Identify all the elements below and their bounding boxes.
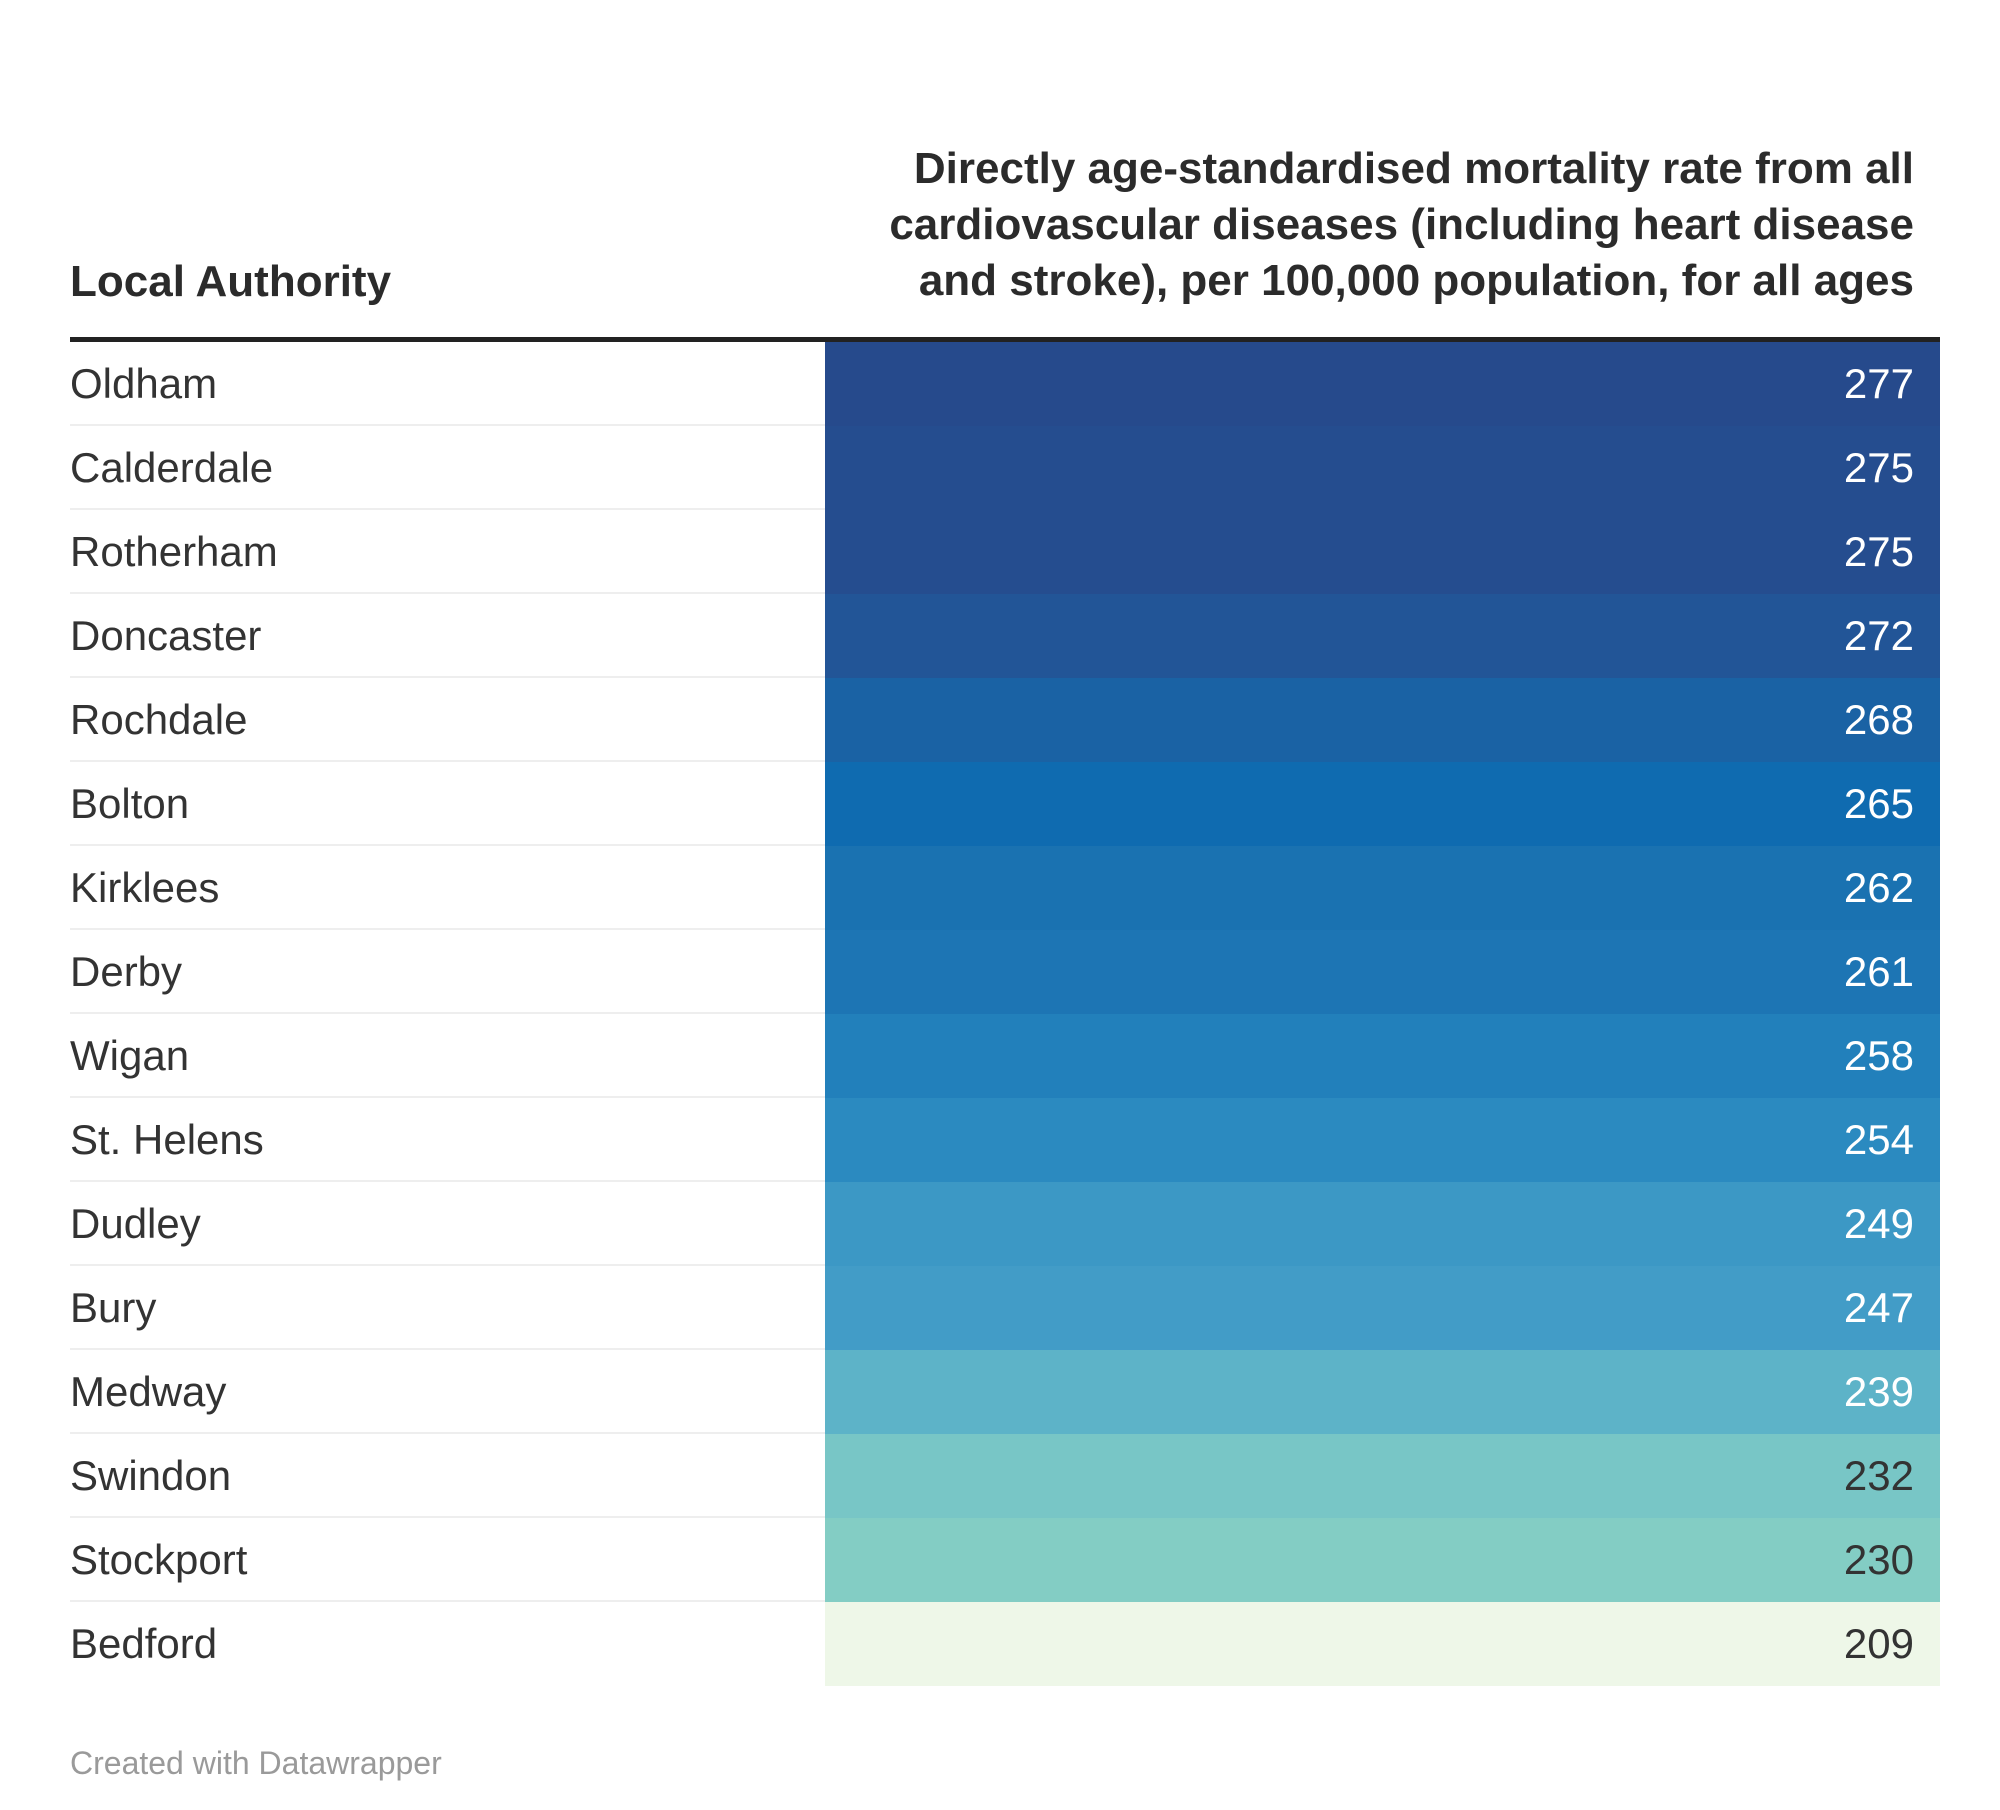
table-row: Wigan 258: [70, 1014, 1940, 1098]
row-local-authority: Bedford: [70, 1620, 218, 1667]
row-rate-cell: 261: [825, 930, 1940, 1014]
table-body: Oldham 277 Calderdale 275 Rotherham 275 Doncas…: [70, 342, 1940, 1686]
row-local-authority: Bolton: [70, 780, 190, 827]
row-local-authority: Derby: [70, 948, 183, 995]
row-rate-cell: 272: [825, 594, 1940, 678]
row-local-authority: Kirklees: [70, 864, 220, 911]
row-local-authority: Rotherham: [70, 528, 278, 575]
table-row: Stockport 230: [70, 1518, 1940, 1602]
row-local-authority: Oldham: [70, 360, 218, 407]
table-row: Calderdale 275: [70, 426, 1940, 510]
table-row: Dudley 249: [70, 1182, 1940, 1266]
row-rate-value: 258: [1843, 1032, 1914, 1079]
row-rate-cell: 277: [825, 342, 1940, 426]
row-rate-cell: 268: [825, 678, 1940, 762]
row-local-authority: Medway: [70, 1368, 227, 1415]
row-rate-value: 268: [1843, 696, 1914, 743]
row-rate-value: 261: [1843, 948, 1914, 995]
row-rate-value: 272: [1843, 612, 1914, 659]
table-row: Doncaster 272: [70, 594, 1940, 678]
row-rate-cell: 209: [825, 1602, 1940, 1686]
row-local-authority: Bury: [70, 1284, 157, 1331]
row-rate-cell: 275: [825, 510, 1940, 594]
row-rate-cell: 275: [825, 426, 1940, 510]
mortality-table: Local Authority Directly age-standardise…: [70, 0, 1940, 1686]
row-rate-value: 247: [1843, 1284, 1914, 1331]
table-row: Derby 261: [70, 930, 1940, 1014]
row-rate-value: 265: [1843, 780, 1914, 827]
datawrapper-credit[interactable]: Created with Datawrapper: [70, 1745, 442, 1781]
column-header-local-authority[interactable]: Local Authority: [70, 257, 392, 306]
row-rate-cell: 258: [825, 1014, 1940, 1098]
row-local-authority: Swindon: [70, 1452, 232, 1499]
column-header-mortality-rate[interactable]: Directly age-standardised mortality rate…: [889, 144, 1914, 305]
table-row: St. Helens 254: [70, 1098, 1940, 1182]
row-rate-cell: 262: [825, 846, 1940, 930]
row-local-authority: Rochdale: [70, 696, 248, 743]
row-rate-value: 262: [1843, 864, 1914, 911]
row-rate-value: 232: [1843, 1452, 1914, 1499]
table-row: Swindon 232: [70, 1434, 1940, 1518]
table-row: Medway 239: [70, 1350, 1940, 1434]
row-rate-value: 209: [1843, 1620, 1914, 1667]
row-rate-cell: 254: [825, 1098, 1940, 1182]
row-rate-cell: 230: [825, 1518, 1940, 1602]
table-row: Kirklees 262: [70, 846, 1940, 930]
table-row: Bury 247: [70, 1266, 1940, 1350]
table-row: Bedford 209: [70, 1602, 1940, 1686]
row-local-authority: St. Helens: [70, 1116, 264, 1163]
row-rate-value: 239: [1843, 1368, 1914, 1415]
row-rate-cell: 249: [825, 1182, 1940, 1266]
row-local-authority: Dudley: [70, 1200, 201, 1247]
row-local-authority: Doncaster: [70, 612, 262, 659]
table-row: Bolton 265: [70, 762, 1940, 846]
row-local-authority: Stockport: [70, 1536, 248, 1583]
row-rate-value: 275: [1843, 528, 1914, 575]
row-rate-value: 275: [1843, 444, 1914, 491]
row-rate-value: 230: [1843, 1536, 1914, 1583]
row-rate-cell: 232: [825, 1434, 1940, 1518]
table-row: Rochdale 268: [70, 678, 1940, 762]
table-header: Local Authority Directly age-standardise…: [70, 0, 1940, 342]
row-rate-cell: 247: [825, 1266, 1940, 1350]
row-local-authority: Calderdale: [70, 444, 274, 491]
table-row: Oldham 277: [70, 342, 1940, 426]
row-rate-cell: 265: [825, 762, 1940, 846]
row-rate-value: 249: [1843, 1200, 1914, 1247]
row-rate-value: 277: [1843, 360, 1914, 407]
row-rate-cell: 239: [825, 1350, 1940, 1434]
row-local-authority: Wigan: [70, 1032, 190, 1079]
table-row: Rotherham 275: [70, 510, 1940, 594]
row-rate-value: 254: [1843, 1116, 1914, 1163]
